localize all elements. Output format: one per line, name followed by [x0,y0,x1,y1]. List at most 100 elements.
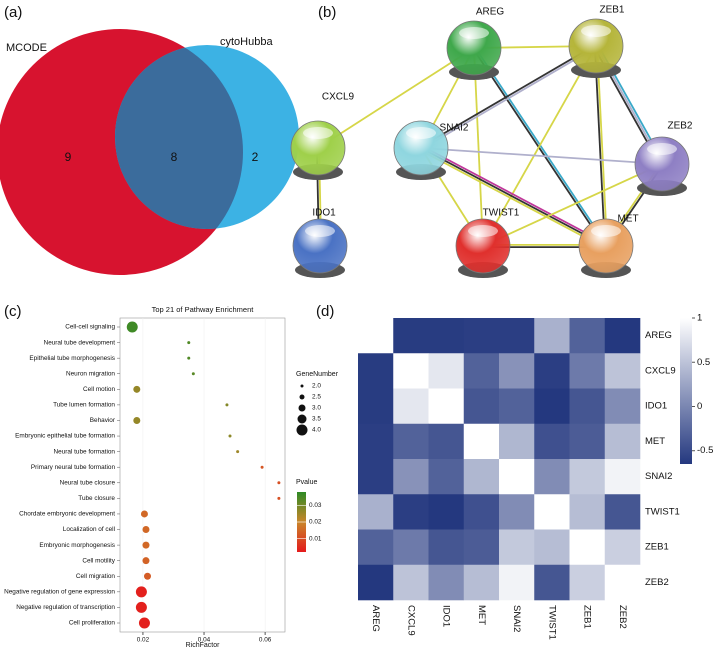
heat-cell [393,564,429,601]
heat-cell [499,459,535,495]
x-axis-label: RichFactor [186,642,221,649]
dot [135,586,147,598]
y-tick-label: Cell-cell signaling [65,324,115,331]
heat-cell [393,318,429,354]
node-highlight [459,27,489,39]
heat-cell [393,423,429,460]
heat-cell [393,353,429,389]
heat-cell [463,494,500,530]
dot [142,557,150,565]
y-tick-label: Cell proliferation [69,620,116,627]
node-label: ZEB1 [599,5,624,16]
dot [133,416,141,424]
node-highlight [406,127,436,139]
node-label: IDO1 [312,208,336,219]
heat-cell [534,459,570,495]
y-tick-label: Neural tube development [44,339,116,346]
dot [140,510,148,518]
edge [473,47,484,247]
dot [142,526,150,534]
heat-cell [358,423,394,460]
heat-cell [463,459,500,495]
y-tick-label: Cell motion [83,386,115,393]
edge [421,46,598,150]
set-label: cytoHubba [220,36,273,48]
heat-cell [499,564,535,601]
dot [225,403,229,407]
y-tick-label: Neuron migration [66,370,115,377]
row-label: AREG [645,330,672,341]
dot [187,356,191,360]
dot [228,434,232,438]
heat-cell [499,529,535,566]
heat-cell [463,353,500,389]
y-tick-label: Cell migration [76,573,116,580]
legend-label: 3.5 [312,416,321,423]
node-highlight [647,143,677,155]
row-label: MET [645,436,665,447]
heat-cell [428,388,465,425]
heat-cell [534,353,570,389]
heat-cell [358,353,394,389]
legend-label: 2.0 [312,383,321,390]
dot [126,321,138,333]
colorbar-label: 1 [697,313,702,324]
y-tick-label: Cell motility [82,557,115,564]
heat-cell [499,423,535,460]
heat-cell [428,529,465,566]
heat-cell [534,423,570,460]
heat-cell [534,494,570,530]
heat-cell [604,388,641,425]
heat-cell [499,318,535,354]
panel-label: (c) [4,303,22,320]
heat-cell [428,423,465,460]
legend-label: 4.0 [312,427,321,434]
column-label: CXCL9 [405,605,416,636]
y-tick-label: Behavior [90,417,116,424]
y-tick-label: Tube lumen formation [53,402,115,409]
x-tick-label: 0.06 [259,637,272,644]
y-tick-label: Epithelial tube morphogenesis [29,355,115,362]
column-label: TWIST1 [546,605,557,640]
dot [260,465,264,469]
y-tick-label: Neural tube closure [60,479,116,486]
heat-cell [358,459,394,495]
heat-cell [569,564,606,601]
heat-cell [358,564,394,601]
y-tick-label: Neural tube formation [54,448,116,455]
node-highlight [581,25,611,37]
row-label: SNAI2 [645,471,672,482]
panel-label: (a) [4,4,22,21]
y-tick-label: Negative regulation of gene expression [4,589,115,596]
y-tick-label: Tube closure [78,495,115,502]
edge [596,45,608,246]
set-label: MCODE [6,42,47,54]
heat-cell [393,459,429,495]
legend-title: Pvalue [296,479,318,486]
edge [420,147,607,247]
legend-dot [298,404,306,412]
heat-cell [358,388,394,425]
dot [138,617,150,629]
column-label: ZEB2 [617,605,628,629]
heat-cell [569,353,606,389]
legend-dot [296,424,308,436]
edge [474,46,608,246]
colorbar-label: 0.02 [309,519,322,526]
heat-cell [428,494,465,530]
y-tick-label: Embryonic epithelial tube formation [15,433,115,440]
heat-cell [604,494,641,530]
heat-cell [463,388,500,425]
y-tick-label: Primary neural tube formation [31,464,116,471]
column-label: SNAI2 [511,605,522,632]
heat-cell [604,459,641,495]
edge [594,46,606,247]
colorbar-label: 0.5 [697,357,710,368]
dot [277,481,281,485]
dot [133,385,141,393]
edge [421,145,608,245]
heat-cell [463,564,500,601]
edge [419,149,606,249]
colorbar [680,318,692,464]
row-label: CXCL9 [645,365,676,376]
